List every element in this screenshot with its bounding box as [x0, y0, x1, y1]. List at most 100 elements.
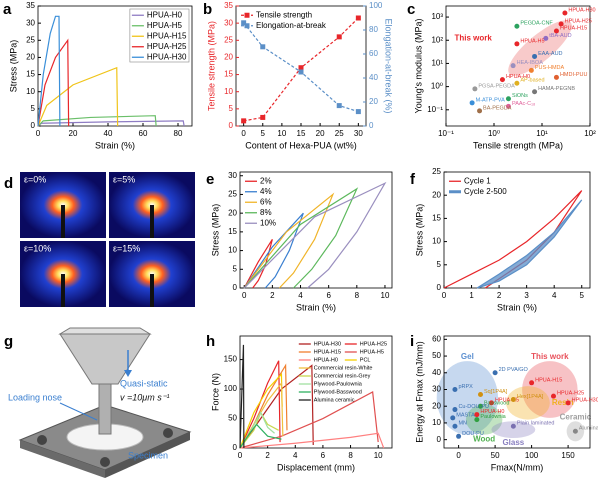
point-label: SiONs	[512, 93, 528, 99]
y2-tick-label: 80	[369, 25, 378, 34]
y-tick-label: 20	[224, 53, 233, 62]
panel-label: c	[407, 1, 415, 18]
panel-label: e	[206, 171, 214, 188]
y-tick-label: 5	[233, 264, 238, 273]
scatter-point	[492, 370, 498, 376]
scatter-point	[452, 386, 458, 392]
legend-label: Cycle 2-500	[464, 187, 507, 196]
x-tick-label: 10	[374, 451, 383, 460]
legend-marker	[244, 23, 250, 29]
beam-stop	[61, 274, 65, 307]
series-line	[243, 212, 304, 289]
y-tick-label: 30	[432, 385, 441, 394]
x-tick-label: 150	[561, 451, 575, 460]
scatter-point	[532, 53, 538, 59]
arrow-head	[124, 370, 132, 377]
point-label: Basswood	[484, 401, 509, 407]
x-tick-label: 6	[326, 291, 331, 300]
panel-label: d	[4, 175, 13, 192]
series-marker	[241, 20, 247, 26]
point-label: HPUA-H0	[506, 74, 530, 80]
loading-nose	[59, 333, 151, 385]
legend-label: HPUA-H25	[147, 42, 187, 51]
point-label: HPUA-H15	[535, 377, 562, 383]
y-axis-title: Stress (MPa)	[210, 204, 220, 257]
panel-label: h	[206, 333, 215, 350]
x-tick-label: 80	[174, 129, 183, 138]
y-tick-label: 20	[432, 190, 441, 199]
base-plate-side	[20, 440, 105, 478]
y-tick-label: 30	[224, 18, 233, 27]
scatter-point	[562, 10, 568, 16]
scatter-point	[532, 89, 538, 95]
point-label: HEA-IBOA	[517, 60, 544, 66]
scatter-point	[565, 400, 571, 406]
point-label: Hex[1P4A]	[517, 394, 544, 400]
panel-label: f	[410, 171, 416, 188]
y-tick-label: 0	[31, 121, 36, 130]
region-label: Resin	[552, 398, 574, 407]
point-label: HPUA-H30	[568, 7, 595, 13]
strain-label: ε=5%	[113, 174, 135, 184]
x-tick-label: 20	[316, 129, 325, 138]
y-tick-label: 20	[432, 401, 441, 410]
scatter-point	[514, 80, 520, 86]
legend-label: 2%	[260, 176, 272, 185]
annotation: Loading nose	[8, 392, 62, 402]
point-label: EAA-AUD	[538, 51, 562, 57]
annotation: v =10μm s⁻¹	[120, 392, 169, 402]
legend-label: 8%	[260, 208, 272, 217]
series-line	[239, 360, 281, 449]
x-tick-label: 8	[355, 291, 360, 300]
y-tick-label: 40	[432, 368, 441, 377]
beam-stop	[150, 274, 154, 307]
series-marker	[260, 114, 266, 120]
y-tick-label: 50	[228, 414, 237, 423]
region	[522, 361, 578, 418]
y-tick-label: 50	[432, 351, 441, 360]
point-label: HPUA-H30	[572, 397, 598, 403]
y-tick-label: 0	[437, 435, 442, 444]
series-marker	[336, 34, 342, 40]
region-label: This work	[531, 352, 569, 361]
legend-label: Tensile strength	[256, 10, 312, 19]
x-tick-label: 10⁰	[488, 129, 500, 138]
scatter-point	[572, 428, 578, 434]
x-tick-label: 2	[270, 291, 275, 300]
x-tick-label: 10	[381, 291, 390, 300]
series-line	[37, 15, 61, 127]
x-tick-label: 0	[36, 129, 41, 138]
series-line	[37, 115, 157, 127]
scatter-point	[452, 407, 458, 413]
point-label: HPUA-H15	[560, 25, 587, 31]
y-tick-label: 30	[26, 18, 35, 27]
x-tick-label: 0	[241, 129, 246, 138]
y-tick-label: 15	[26, 70, 35, 79]
x-tick-label: 40	[104, 129, 113, 138]
region-label: Ceramic	[560, 412, 592, 421]
y-tick-label: 25	[26, 35, 35, 44]
y-tick-label: 30	[228, 171, 237, 180]
x-axis-title: Content of Hexa-PUA (wt%)	[245, 140, 357, 150]
y-tick-label: 25	[432, 167, 441, 176]
point-label: tBA-AUD	[549, 33, 571, 39]
series-marker	[298, 65, 304, 71]
panel-label: g	[4, 333, 13, 350]
scatter-point	[477, 108, 483, 114]
point-label: PEGDA-CNF	[520, 21, 553, 27]
plot-frame	[443, 335, 591, 449]
y-tick-label: 10	[26, 87, 35, 96]
x-tick-label: 5	[580, 291, 585, 300]
legend-label: PCL	[360, 357, 371, 363]
annotation: This work	[454, 34, 492, 43]
scatter-point	[478, 392, 483, 398]
region	[506, 386, 550, 420]
plot-frame	[443, 171, 591, 289]
point-label: Plain laminated	[517, 421, 555, 427]
annotation: Quasi-static	[120, 378, 168, 388]
y-tick-label: 0	[233, 283, 238, 292]
point-label: Cu-DOU-PU	[458, 404, 489, 410]
point-label: PAAc-C₁₈	[512, 101, 535, 107]
y-tick-label: 15	[432, 214, 441, 223]
